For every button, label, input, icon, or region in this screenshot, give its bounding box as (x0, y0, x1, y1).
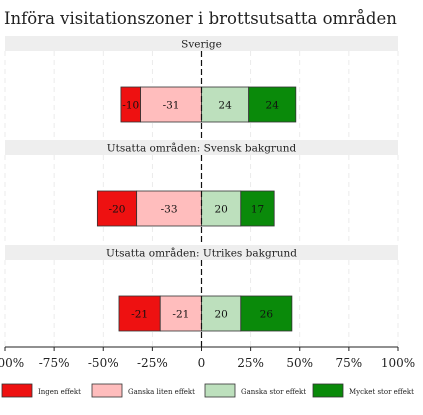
chart-title: Införa visitationszoner i brottsutsatta … (4, 9, 397, 28)
bar (201, 295, 242, 332)
legend: Ingen effekt Ganska liten effekt Ganska st… (1, 383, 414, 398)
bar (136, 190, 202, 227)
tick-label: 75% (336, 356, 363, 370)
panel-strip (5, 245, 398, 260)
legend-label: Mycket stor effekt (349, 388, 414, 396)
bar (248, 86, 297, 123)
tick-label: 50% (286, 356, 313, 370)
panel: Utsatta områden: Svensk bakgrund -20 -33 20… (4, 140, 399, 242)
legend-label: Ingen effekt (38, 388, 81, 396)
legend-label: Ganska liten effekt (128, 388, 195, 396)
legend-swatch (312, 383, 344, 398)
legend-swatch (204, 383, 236, 398)
tick-label: -50% (88, 356, 119, 370)
bar (159, 295, 202, 332)
bar (140, 86, 202, 123)
bar-label: -21 (131, 309, 148, 321)
bar-label: 20 (214, 204, 227, 216)
panels: Sverige -10 -31 24 24 Utsatta områden: Svensk… (4, 36, 399, 347)
bar-label: -31 (163, 100, 180, 112)
legend-label: Ganska stor effekt (241, 388, 306, 396)
tick-label: -25% (137, 356, 168, 370)
bar-label: 26 (260, 309, 274, 321)
bar (240, 295, 293, 332)
panel-strip (5, 140, 398, 155)
legend-item: Mycket stor effekt (312, 383, 414, 398)
legend-item: Ganska stor effekt (204, 383, 306, 398)
bar-label: -33 (161, 204, 178, 216)
bar-label: -20 (109, 204, 126, 216)
bar-label: 24 (218, 100, 232, 112)
bar (201, 86, 250, 123)
bar (240, 190, 275, 227)
legend-item: Ingen effekt (1, 383, 81, 398)
panel-title: Utsatta områden: Svensk bakgrund (107, 142, 297, 155)
x-axis: -100% -75% -50% -25% 0 25% 50% 75% 100% (0, 346, 415, 370)
panel-title: Sverige (181, 39, 222, 51)
bar-label: -10 (122, 100, 139, 112)
panel: Sverige -10 -31 24 24 (4, 36, 399, 138)
tick-label: 25% (237, 356, 264, 370)
tick-label: 100% (381, 356, 415, 370)
panel: Utsatta områden: Utrikes bakgrund -21 -21 2… (4, 245, 399, 347)
bar (118, 295, 161, 332)
legend-swatch (91, 383, 123, 398)
bar-label: -21 (172, 309, 189, 321)
bar-label: 17 (251, 204, 264, 216)
bar-label: 20 (214, 309, 227, 321)
legend-swatch (1, 383, 33, 398)
panel-strip (5, 36, 398, 51)
tick-label: -100% (0, 356, 24, 370)
bar-label: 24 (266, 100, 280, 112)
tick-label: 0 (198, 356, 206, 370)
panel-title: Utsatta områden: Utrikes bakgrund (106, 247, 297, 260)
bar (201, 190, 242, 227)
tick-label: -75% (39, 356, 70, 370)
legend-item: Ganska liten effekt (91, 383, 195, 398)
